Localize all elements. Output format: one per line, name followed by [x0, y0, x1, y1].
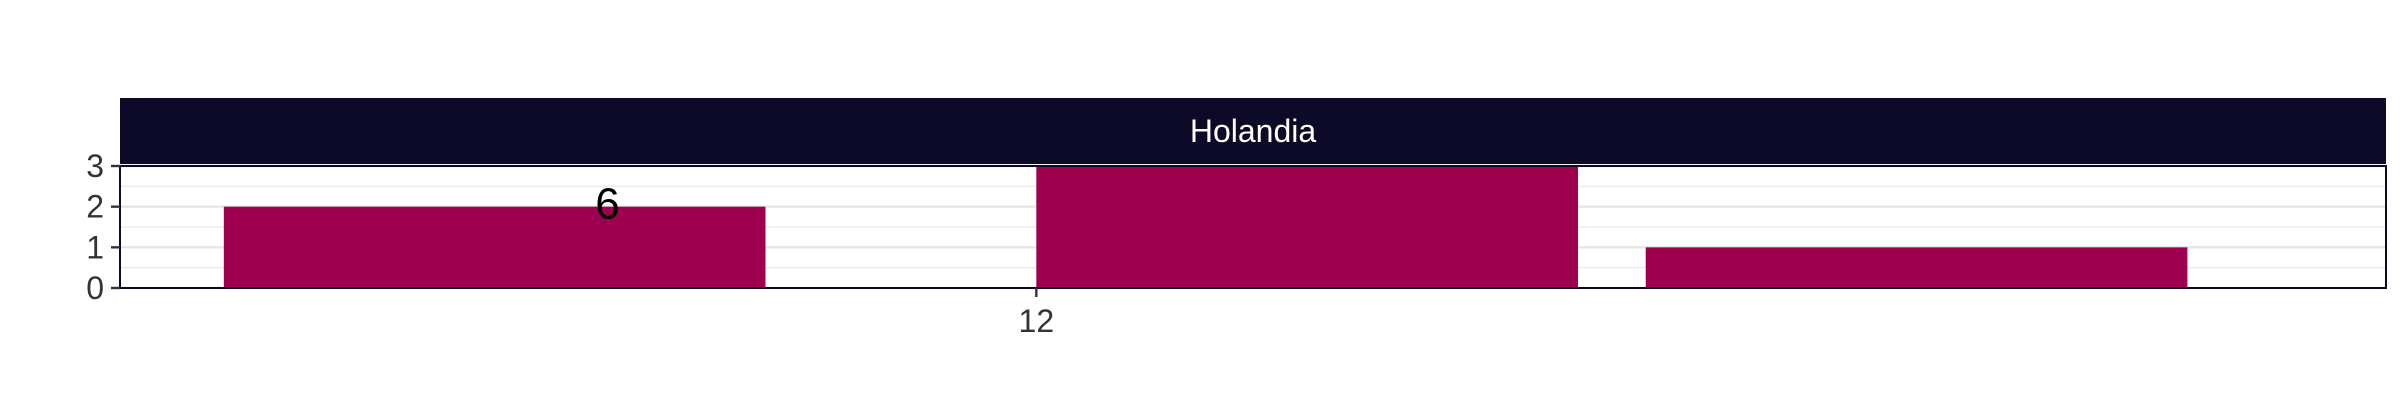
- facet-strip-label: Holandia: [1190, 113, 1317, 149]
- bar-2: [1036, 166, 1579, 288]
- bar-1: [223, 206, 766, 288]
- bar-series: [223, 166, 2188, 288]
- annotations: 6: [595, 180, 619, 229]
- y-tick-label: 2: [86, 189, 104, 225]
- y-tick-label: 1: [86, 229, 104, 265]
- data-label: 6: [595, 180, 619, 229]
- bar-3: [1645, 247, 2188, 288]
- y-tick-label: 0: [86, 270, 104, 306]
- panel-border: [119, 165, 2387, 289]
- facet-strip-background: [120, 98, 2386, 164]
- x-axis: 12: [1019, 288, 1055, 339]
- y-axis: 0 1 2 3: [86, 148, 120, 306]
- x-tick-label: 12: [1019, 303, 1055, 339]
- y-tick-label: 3: [86, 148, 104, 184]
- facet-strip: Holandia: [120, 98, 2386, 164]
